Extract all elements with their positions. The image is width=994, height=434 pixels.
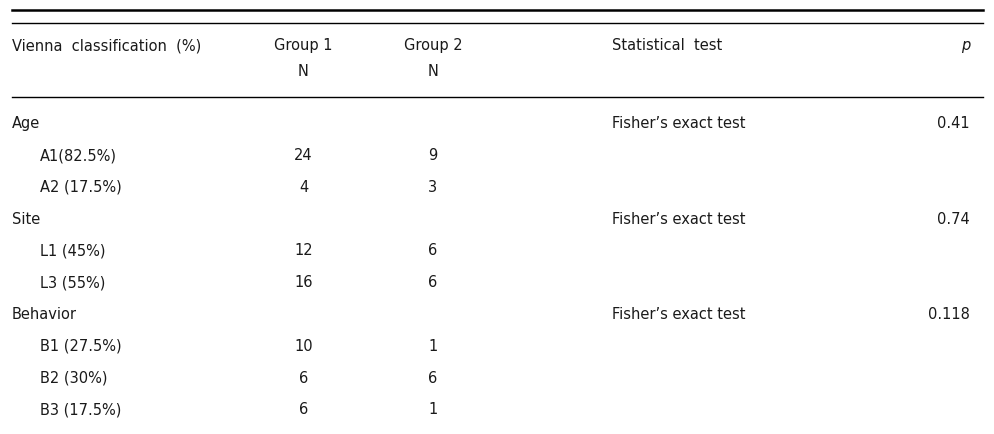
Text: p: p: [960, 38, 969, 53]
Text: A2 (17.5%): A2 (17.5%): [40, 180, 121, 194]
Text: Group 2: Group 2: [404, 38, 461, 53]
Text: 3: 3: [427, 180, 437, 194]
Text: Age: Age: [12, 116, 40, 131]
Text: 4: 4: [298, 180, 308, 194]
Text: Group 1: Group 1: [274, 38, 332, 53]
Text: Site: Site: [12, 211, 40, 226]
Text: 16: 16: [294, 275, 312, 289]
Text: 6: 6: [298, 370, 308, 385]
Text: B2/3 (25%): B2/3 (25%): [40, 433, 121, 434]
Text: N: N: [427, 64, 437, 79]
Text: 1: 1: [427, 338, 437, 353]
Text: 24: 24: [294, 148, 312, 163]
Text: 9: 9: [427, 148, 437, 163]
Text: N: N: [298, 64, 308, 79]
Text: Fisher’s exact test: Fisher’s exact test: [611, 306, 745, 321]
Text: 0.74: 0.74: [936, 211, 969, 226]
Text: B2 (30%): B2 (30%): [40, 370, 107, 385]
Text: 4: 4: [427, 433, 437, 434]
Text: Statistical  test: Statistical test: [611, 38, 722, 53]
Text: L3 (55%): L3 (55%): [40, 275, 105, 289]
Text: 6: 6: [427, 370, 437, 385]
Text: Fisher’s exact test: Fisher’s exact test: [611, 116, 745, 131]
Text: A1(82.5%): A1(82.5%): [40, 148, 116, 163]
Text: 10: 10: [294, 338, 312, 353]
Text: B3 (17.5%): B3 (17.5%): [40, 401, 121, 416]
Text: 6: 6: [298, 433, 308, 434]
Text: 1: 1: [427, 401, 437, 416]
Text: 0.118: 0.118: [927, 306, 969, 321]
Text: Vienna  classification  (%): Vienna classification (%): [12, 38, 201, 53]
Text: 6: 6: [427, 275, 437, 289]
Text: Fisher’s exact test: Fisher’s exact test: [611, 211, 745, 226]
Text: L1 (45%): L1 (45%): [40, 243, 105, 258]
Text: 0.41: 0.41: [936, 116, 969, 131]
Text: B1 (27.5%): B1 (27.5%): [40, 338, 121, 353]
Text: Behavior: Behavior: [12, 306, 77, 321]
Text: 6: 6: [427, 243, 437, 258]
Text: 6: 6: [298, 401, 308, 416]
Text: 12: 12: [294, 243, 312, 258]
